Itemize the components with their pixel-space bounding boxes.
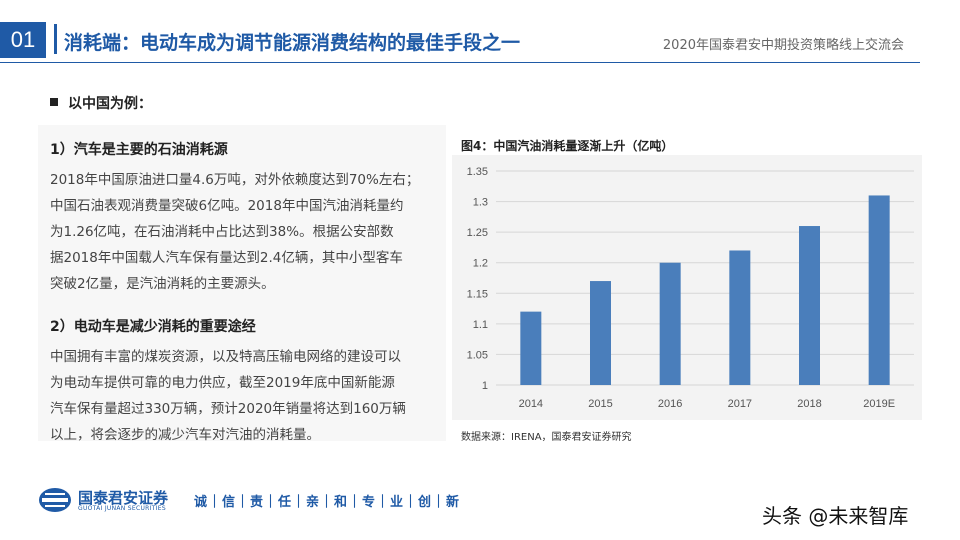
body-line: 突破2亿量，是汽油消耗的主要源头。	[50, 276, 275, 292]
section-body-1: 2018年中国原油进口量4.6万吨，对外依赖度达到70%左右； 中国石油表观消费…	[50, 167, 440, 297]
title-accent-bar	[54, 24, 57, 54]
intro-text: 以中国为例：	[68, 96, 152, 112]
conference-name: 2020年国泰君安中期投资策略线上交流会	[662, 38, 904, 53]
x-tick-label: 2018	[797, 398, 821, 410]
body-line: 以上，将会逐步的减少汽车对汽油的消耗量。	[50, 427, 320, 443]
section-heading-1: 1）汽车是主要的石油消耗源	[50, 142, 228, 158]
bar	[868, 195, 890, 385]
company-slogan: 诚｜信｜责｜任｜亲｜和｜专｜业｜创｜新	[194, 495, 461, 510]
logo-text-cn: 国泰君安证券	[78, 489, 169, 507]
chart-area: 1 1.05 1.1 1.15 1.2 1.25 1.3 1.35 2014 2015 2016 20…	[452, 155, 922, 420]
watermark: 头条 @未来智库	[762, 504, 909, 528]
y-tick-label: 1.05	[467, 349, 488, 361]
y-tick-label: 1.25	[467, 227, 488, 239]
bar	[590, 281, 611, 385]
x-tick-label: 2016	[658, 398, 682, 410]
section-number: 01	[0, 22, 46, 58]
slide-header: 01 消耗端：电动车成为调节能源消费结构的最佳手段之一 2020年国泰君安中期投…	[0, 18, 960, 64]
chart-source: 数据来源：IRENA，国泰君安证券研究	[461, 432, 632, 443]
y-tick-label: 1	[482, 380, 488, 392]
y-tick-label: 1.2	[473, 258, 488, 270]
intro-bullet: 以中国为例：	[50, 93, 152, 113]
y-tick-label: 1.3	[473, 197, 488, 209]
chart-title: 图4：中国汽油消耗量逐渐上升（亿吨）	[461, 139, 674, 153]
square-bullet-icon	[50, 98, 58, 106]
body-line: 中国石油表观消费量突破6亿吨。2018年中国汽油消耗量约	[50, 198, 404, 214]
bar	[659, 262, 681, 385]
logo-text-en: GUOTAI JUNAN SECURITIES	[78, 505, 166, 512]
body-line: 据2018年中国载人汽车保有量达到2.4亿辆，其中小型客车	[50, 250, 403, 266]
x-tick-label: 2017	[728, 398, 752, 410]
body-line: 为1.26亿吨，在石油消耗中占比达到38%。根据公安部数	[50, 224, 394, 240]
header-divider	[0, 62, 920, 63]
section-heading-2: 2）电动车是减少消耗的重要途经	[50, 319, 256, 335]
y-tick-label: 1.1	[473, 319, 488, 331]
x-tick-label: 2014	[519, 398, 543, 410]
bar	[799, 226, 820, 385]
body-line: 2018年中国原油进口量4.6万吨，对外依赖度达到70%左右；	[50, 172, 420, 188]
logo-mark-icon	[39, 488, 71, 512]
body-line: 中国拥有丰富的煤炭资源，以及特高压输电网络的建设可以	[50, 349, 401, 365]
slide-title: 消耗端：电动车成为调节能源消费结构的最佳手段之一	[64, 32, 521, 54]
y-tick-label: 1.15	[467, 288, 488, 300]
bar	[729, 250, 751, 385]
body-line: 汽车保有量超过330万辆，预计2020年销量将达到160万辆	[50, 401, 406, 417]
x-tick-label: 2019E	[863, 398, 895, 410]
y-tick-label: 1.35	[467, 166, 488, 178]
body-line: 为电动车提供可靠的电力供应，截至2019年底中国新能源	[50, 375, 395, 391]
x-tick-label: 2015	[588, 398, 612, 410]
bar-chart: 1 1.05 1.1 1.15 1.2 1.25 1.3 1.35 2014 2015 2016 20…	[467, 166, 914, 410]
text-panel: 1）汽车是主要的石油消耗源 2018年中国原油进口量4.6万吨，对外依赖度达到7…	[38, 125, 446, 443]
bar	[520, 311, 542, 385]
section-body-2: 中国拥有丰富的煤炭资源，以及特高压输电网络的建设可以 为电动车提供可靠的电力供应…	[50, 344, 440, 448]
